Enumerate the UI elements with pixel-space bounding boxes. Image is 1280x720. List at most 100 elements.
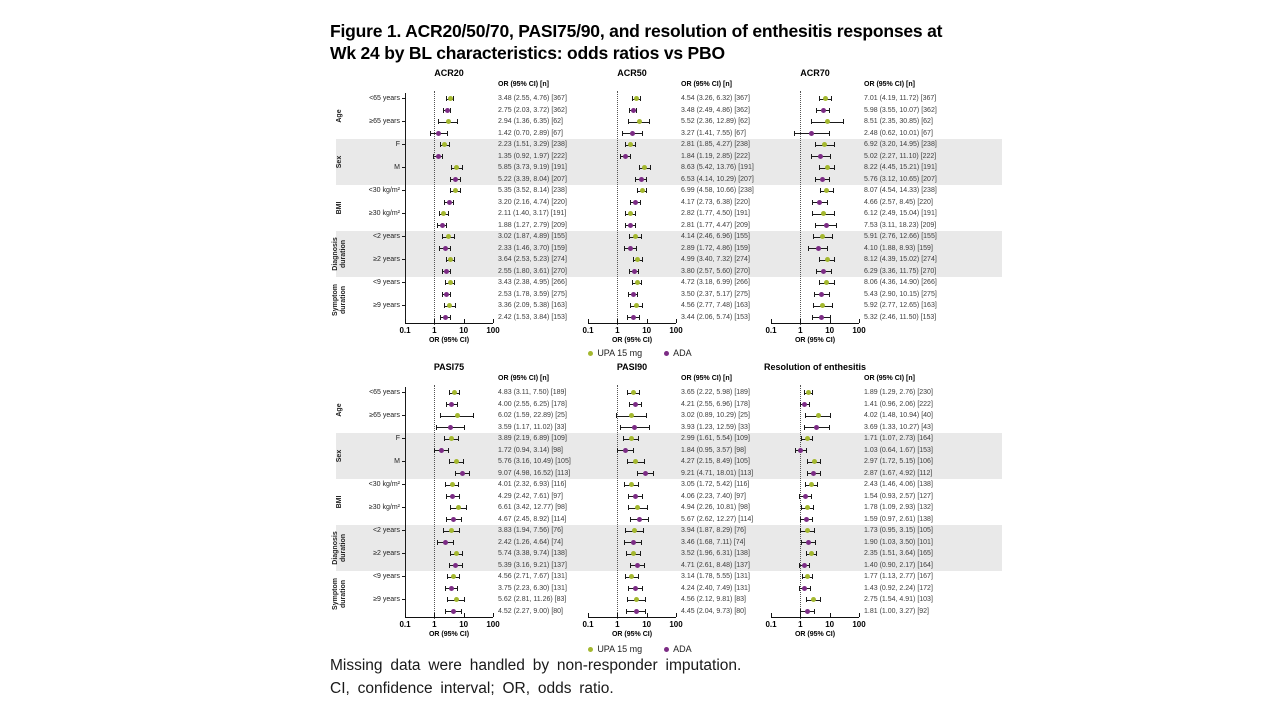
or-value: 2.94 (1.36, 6.35) [62]	[498, 118, 563, 125]
upa-or-dot	[447, 303, 453, 309]
or-value: 6.61 (3.42, 12.77) [98]	[498, 504, 567, 511]
or-column-header: OR (95% CI) [n]	[681, 81, 732, 88]
ci-cap-low	[806, 470, 808, 476]
figure-container: Figure 1. ACR20/50/70, PASI75/90, and re…	[330, 0, 1010, 720]
ada-or-dot	[622, 447, 628, 453]
upa-or-dot	[810, 597, 816, 603]
or-value: 4.01 (2.32, 6.93) [116]	[498, 481, 567, 488]
legend-item-ada: ADA	[664, 348, 692, 358]
or-value: 1.40 (0.90, 2.17) [164]	[864, 561, 933, 569]
or-value: 1.84 (1.19, 2.85) [222]	[681, 152, 750, 160]
ci-cap-high	[653, 470, 655, 476]
ci-cap-high	[456, 401, 458, 407]
or-value: 6.99 (4.58, 10.66) [238]	[681, 187, 754, 194]
upa-or-dot	[630, 551, 636, 557]
x-axis-tick	[829, 613, 831, 617]
ci-cap-low	[439, 142, 441, 148]
x-axis-tick-label: 10	[459, 620, 469, 629]
or-value: 3.65 (2.22, 5.98) [189]	[681, 389, 750, 396]
upa-or-dot	[445, 234, 451, 240]
ci-cap-low	[814, 176, 816, 182]
ci-cap-low	[628, 234, 630, 240]
ci-cap-high	[450, 107, 452, 113]
x-axis-tick	[676, 613, 677, 617]
upa-or-dot	[820, 211, 826, 217]
ci-cap-low	[800, 539, 802, 545]
or-value: 2.82 (1.77, 4.50) [191]	[681, 210, 750, 217]
ada-or-dot	[443, 539, 449, 545]
ada-or-dot	[820, 107, 826, 113]
upa-or-dot	[811, 459, 817, 465]
ci-cap-low	[628, 291, 630, 297]
ci-cap-low	[441, 268, 443, 274]
or-value: 6.29 (3.36, 11.75) [270]	[864, 267, 937, 275]
or-value: 7.01 (4.19, 11.72) [367]	[864, 95, 937, 102]
ci-cap-low	[629, 562, 631, 568]
or-value: 4.56 (2.12, 9.81) [83]	[681, 596, 746, 603]
ci-cap-low	[811, 211, 813, 217]
ci-cap-low	[444, 199, 446, 205]
or-value: 4.02 (1.48, 10.94) [40]	[864, 412, 933, 419]
ci-cap-high	[456, 585, 458, 591]
y-axis-tick	[402, 415, 405, 416]
legend-upa-label: UPA 15 mg	[597, 348, 643, 358]
ci-cap-low	[621, 130, 623, 136]
upa-or-dot	[629, 574, 635, 580]
ci-cap-low	[439, 245, 441, 251]
or-value: 8.63 (5.42, 13.76) [191]	[681, 164, 754, 171]
ci-cap-low	[449, 176, 451, 182]
ci-cap-high	[813, 528, 815, 534]
or-value: 1.41 (0.96, 2.06) [222]	[864, 400, 933, 408]
legend-item-ada: ADA	[664, 644, 692, 654]
upa-or-dot	[627, 142, 633, 148]
upa-or-dot	[632, 528, 638, 534]
ada-or-dot	[446, 199, 452, 205]
x-axis-tick-label: 10	[459, 326, 469, 335]
ada-or-dot	[622, 153, 628, 159]
or-value: 5.98 (3.55, 10.07) [362]	[864, 106, 937, 114]
ci-cap-low	[627, 505, 629, 511]
ci-cap-high	[461, 562, 463, 568]
x-axis-tick-label: 100	[852, 620, 866, 629]
or-value: 3.93 (1.23, 12.59) [33]	[681, 423, 750, 431]
ci-cap-high	[639, 390, 641, 396]
or-value: 4.24 (2.40, 7.49) [131]	[681, 584, 750, 592]
y-axis-tick	[402, 484, 405, 485]
ci-cap-high	[819, 470, 821, 476]
subgroup-label: ≥30 kg/m²	[368, 504, 400, 511]
or-value: 4.71 (2.61, 8.48) [137]	[681, 561, 750, 569]
upa-or-dot	[634, 96, 640, 102]
panel-title: ACR20	[434, 68, 464, 78]
or-value: 5.39 (3.16, 9.21) [137]	[498, 561, 567, 569]
x-axis-tick	[617, 613, 619, 617]
ci-cap-low	[801, 436, 803, 442]
or-value: 2.81 (1.85, 4.27) [238]	[681, 141, 750, 148]
or-value: 8.06 (4.36, 14.90) [266]	[864, 279, 937, 286]
or-value: 2.53 (1.78, 3.59) [275]	[498, 290, 567, 298]
or-value: 2.89 (1.72, 4.86) [159]	[681, 244, 750, 252]
ci-cap-high	[831, 303, 833, 309]
ci-cap-low	[626, 314, 628, 320]
ada-or-dot	[443, 291, 449, 297]
ada-or-dot	[821, 268, 827, 274]
ci-cap-high	[641, 257, 643, 263]
ci-cap-high	[808, 401, 810, 407]
y-axis-tick	[402, 507, 405, 508]
ci-cap-high	[453, 234, 455, 240]
ci-cap-low	[799, 528, 801, 534]
ci-cap-low	[636, 188, 638, 194]
ci-cap-high	[459, 176, 461, 182]
panel-title: ACR50	[617, 68, 647, 78]
or-column-header: OR (95% CI) [n]	[681, 375, 732, 382]
x-axis-tick	[434, 613, 436, 617]
ci-cap-low	[446, 257, 448, 263]
ci-cap-low	[448, 459, 450, 465]
or-value: 4.67 (2.45, 8.92) [114]	[498, 515, 567, 523]
ci-cap-low	[805, 551, 807, 557]
ci-cap-low	[810, 153, 812, 159]
footnote-line2: CI, confidence interval; OR, odds ratio.	[330, 680, 614, 697]
or-value: 5.32 (2.46, 11.50) [153]	[864, 313, 937, 321]
ci-cap-high	[646, 188, 648, 194]
subgroup-label: <30 kg/m²	[368, 481, 400, 488]
upa-or-dot	[453, 188, 459, 194]
